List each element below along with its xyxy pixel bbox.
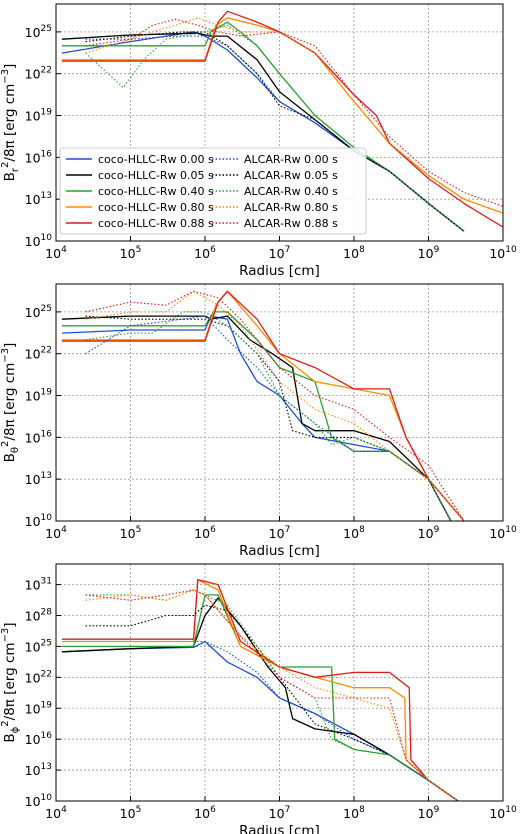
y-tick-label: 1016 bbox=[25, 731, 53, 747]
y-tick-label: 1025 bbox=[25, 638, 52, 654]
x-tick-label: 107 bbox=[269, 805, 291, 821]
y-tick-label: 1025 bbox=[25, 304, 52, 320]
x-tick-label: 105 bbox=[120, 525, 142, 541]
x-tick-label: 108 bbox=[343, 245, 365, 261]
panel-3: 104 105 106 107 108 109 1010 1010 1013 1016 1019 10… bbox=[0, 563, 517, 834]
y-tick-label: 1010 bbox=[25, 513, 53, 529]
series-line-coco-hllc-rw-0-00-s bbox=[61, 640, 459, 801]
legend-label: ALCAR-Rw 0.40 s bbox=[244, 185, 338, 198]
legend: coco-HLLC-Rw 0.00 s coco-HLLC-Rw 0.05 s co… bbox=[59, 147, 367, 235]
y-tick-label: 1013 bbox=[25, 191, 52, 207]
x-tick-label: 109 bbox=[418, 245, 440, 261]
legend-label: coco-HLLC-Rw 0.88 s bbox=[98, 217, 214, 230]
x-tick-label: 1010 bbox=[489, 245, 517, 261]
y-tick-label: 1016 bbox=[25, 429, 53, 445]
series-line-coco-hllc-rw-0-80-s bbox=[61, 579, 459, 801]
series-line-alcar-rw-0-88-s bbox=[85, 290, 465, 521]
x-tick-label: 107 bbox=[269, 245, 291, 261]
x-tick-label: 106 bbox=[194, 805, 216, 821]
legend-label: ALCAR-Rw 0.80 s bbox=[244, 201, 338, 214]
x-tick-label: 108 bbox=[343, 525, 365, 541]
series-line-alcar-rw-0-80-s bbox=[85, 589, 459, 801]
x-tick-label: 109 bbox=[418, 805, 440, 821]
y-tick-label: 1019 bbox=[25, 108, 53, 124]
x-tick-label: 1010 bbox=[489, 805, 517, 821]
panel-1: 104 105 106 107 108 109 1010 1010 1013 1016 1019 10… bbox=[0, 3, 517, 279]
y-tick-label: 1028 bbox=[25, 608, 53, 624]
series-line-alcar-rw-0-40-s bbox=[85, 311, 452, 521]
legend-label: ALCAR-Rw 0.88 s bbox=[244, 217, 338, 230]
series-line-alcar-rw-0-80-s bbox=[85, 17, 503, 214]
x-axis-label: Radius [cm] bbox=[239, 543, 320, 559]
legend-label: ALCAR-Rw 0.05 s bbox=[244, 169, 338, 182]
y-tick-label: 1013 bbox=[25, 762, 52, 778]
y-tick-label: 1022 bbox=[25, 66, 52, 82]
y-tick-label: 1031 bbox=[25, 577, 52, 593]
x-axis-label: Radius [cm] bbox=[239, 823, 320, 834]
series-line-coco-hllc-rw-0-00-s bbox=[61, 315, 452, 521]
y-tick-label: 1022 bbox=[25, 669, 52, 685]
y-axis-label: Br2/8π [erg cm−3] bbox=[0, 64, 21, 182]
x-tick-label: 105 bbox=[120, 805, 142, 821]
series-line-alcar-rw-0-88-s bbox=[85, 18, 503, 208]
y-tick-label: 1013 bbox=[25, 471, 52, 487]
legend-label: coco-HLLC-Rw 0.80 s bbox=[98, 201, 214, 214]
series-line-alcar-rw-0-05-s bbox=[85, 315, 452, 521]
x-tick-label: 104 bbox=[45, 805, 67, 821]
x-tick-label: 104 bbox=[45, 525, 67, 541]
series-line-alcar-rw-0-40-s bbox=[85, 589, 459, 801]
legend-label: coco-HLLC-Rw 0.40 s bbox=[98, 185, 214, 198]
series-line-alcar-rw-0-00-s bbox=[85, 315, 452, 521]
series-line-alcar-rw-0-88-s bbox=[85, 589, 459, 801]
series-line-alcar-rw-0-05-s bbox=[85, 604, 459, 801]
y-axis-label: Bϕ2/8π [erg cm−3] bbox=[0, 622, 21, 742]
series-line-coco-hllc-rw-0-05-s bbox=[61, 597, 459, 801]
x-tick-label: 106 bbox=[194, 245, 216, 261]
x-tick-label: 1010 bbox=[489, 525, 517, 541]
x-tick-label: 109 bbox=[418, 525, 440, 541]
x-tick-label: 106 bbox=[194, 525, 216, 541]
series-line-coco-hllc-rw-0-05-s bbox=[61, 315, 452, 521]
panel-2: 104 105 106 107 108 109 1010 1010 1013 1016 1019 10… bbox=[0, 283, 517, 559]
y-tick-label: 1019 bbox=[25, 388, 53, 404]
y-tick-label: 1010 bbox=[25, 233, 53, 249]
legend-label: coco-HLLC-Rw 0.05 s bbox=[98, 169, 214, 182]
series-line-coco-hllc-rw-0-88-s bbox=[61, 10, 503, 228]
legend-label: ALCAR-Rw 0.00 s bbox=[244, 153, 338, 166]
series-line-alcar-rw-0-40-s bbox=[85, 24, 465, 232]
x-tick-label: 104 bbox=[45, 245, 67, 261]
series-line-alcar-rw-0-80-s bbox=[85, 290, 465, 521]
y-tick-label: 1022 bbox=[25, 346, 52, 362]
x-tick-label: 107 bbox=[269, 525, 291, 541]
series-line-coco-hllc-rw-0-88-s bbox=[61, 579, 459, 801]
x-tick-label: 105 bbox=[120, 245, 142, 261]
y-tick-label: 1010 bbox=[25, 793, 53, 809]
x-axis-label: Radius [cm] bbox=[239, 263, 320, 279]
y-axis-label: Bθ2/8π [erg cm−3] bbox=[0, 343, 21, 463]
series-line-coco-hllc-rw-0-88-s bbox=[61, 290, 465, 521]
x-tick-label: 108 bbox=[343, 805, 365, 821]
y-tick-label: 1019 bbox=[25, 700, 53, 716]
y-tick-label: 1025 bbox=[25, 24, 52, 40]
series-line-alcar-rw-0-05-s bbox=[85, 31, 465, 232]
y-tick-label: 1016 bbox=[25, 149, 53, 165]
legend-label: coco-HLLC-Rw 0.00 s bbox=[98, 153, 214, 166]
